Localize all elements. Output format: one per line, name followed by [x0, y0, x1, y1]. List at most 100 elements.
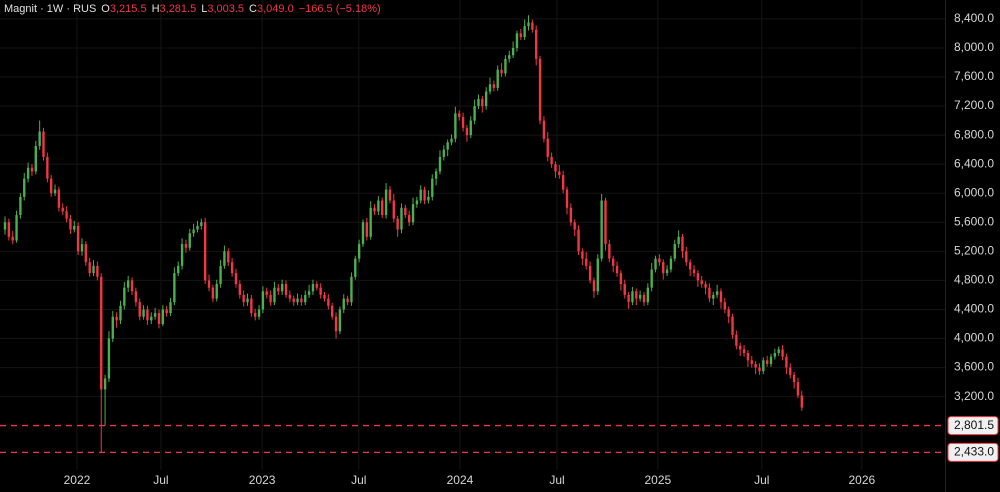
candle-body — [781, 349, 784, 357]
candle-body — [458, 113, 461, 117]
candle-body — [758, 367, 761, 372]
candle-body — [30, 167, 34, 172]
candle-body — [415, 200, 419, 205]
candle-body — [504, 58, 507, 74]
candle-body — [692, 269, 696, 274]
candle-body — [742, 349, 746, 354]
candle-body — [130, 280, 134, 292]
y-tick-label: 6,400.0 — [954, 156, 994, 170]
candle-body — [296, 298, 299, 303]
y-tick-label: 8,400.0 — [954, 11, 994, 25]
candle-body — [673, 244, 676, 259]
y-tick-label: 4,400.0 — [954, 302, 994, 316]
candle-body — [481, 98, 484, 107]
candle-body — [76, 225, 80, 252]
x-tick-label: Jul — [351, 473, 366, 487]
candle-body — [42, 131, 45, 157]
candle-body — [515, 33, 519, 48]
candle-body — [146, 309, 149, 321]
candle-body — [569, 207, 573, 223]
candle-body — [600, 200, 603, 259]
candle-body — [80, 244, 84, 252]
candle-body — [427, 196, 430, 201]
candle-body — [604, 200, 607, 245]
candle-body — [15, 215, 18, 241]
y-tick-label: 7,200.0 — [954, 98, 994, 112]
candle-body — [38, 131, 41, 147]
candle-body — [508, 55, 511, 59]
candle-body — [381, 200, 384, 216]
candle-body — [261, 291, 265, 310]
candle-body — [654, 258, 657, 270]
candle-body — [365, 222, 369, 237]
x-tick-label: Jul — [153, 473, 168, 487]
candle-body — [469, 120, 472, 136]
candle-body — [400, 207, 403, 230]
candle-body — [250, 298, 253, 314]
candle-body — [19, 196, 22, 216]
candle-body — [307, 291, 311, 295]
candle-body — [719, 291, 723, 303]
candle-body — [704, 284, 707, 288]
candle-body — [461, 116, 465, 128]
candle-body — [203, 222, 207, 281]
candle-body — [230, 262, 234, 274]
candle-body — [685, 251, 688, 263]
candle-body — [750, 360, 753, 364]
candle-body — [11, 236, 14, 241]
candle-body — [492, 84, 496, 88]
candle-body — [581, 251, 584, 259]
candle-body — [238, 284, 242, 295]
candle-body — [277, 287, 280, 292]
candle-body — [723, 302, 727, 310]
candle-body — [7, 222, 11, 237]
x-tick-label: 2025 — [644, 473, 671, 487]
candle-body — [219, 265, 222, 285]
x-tick-label: 2022 — [64, 473, 91, 487]
candle-body — [573, 222, 576, 230]
candle-body — [138, 302, 141, 317]
candle-body — [754, 363, 757, 368]
ohlc-value: 3,003.5 — [207, 3, 245, 15]
candle-body — [404, 207, 407, 216]
y-tick-label: 3,600.0 — [954, 360, 994, 374]
candle-body — [327, 298, 330, 306]
candle-body — [592, 280, 596, 292]
candle-body — [746, 353, 750, 361]
candle-body — [735, 334, 738, 346]
candle-body — [658, 258, 661, 263]
candle-body — [785, 356, 788, 368]
candle-body — [484, 91, 488, 107]
y-tick-label: 4,800.0 — [954, 273, 994, 287]
candle-body — [96, 265, 99, 277]
candle-body — [696, 273, 700, 281]
x-tick-label: 2026 — [849, 473, 876, 487]
y-tick-label: 6,000.0 — [954, 185, 994, 199]
candle-body — [681, 236, 684, 252]
candle-body — [3, 222, 7, 230]
candle-body — [800, 395, 803, 408]
level-label: 2,433.0 — [954, 445, 994, 459]
legend-header: Magnit · 1W · RUS O3,215.5 H3,281.5 L3,003… — [4, 3, 381, 15]
ohlc-field: L3,003.5 — [201, 3, 244, 15]
candle-body — [377, 200, 380, 212]
ohlc-field: C3,049.0 — [249, 3, 294, 15]
candle-body — [642, 294, 646, 303]
candle-body — [631, 291, 634, 303]
candle-body — [177, 265, 180, 274]
candle-body — [496, 69, 499, 88]
ohlc-key: O — [101, 3, 110, 15]
candle-body — [396, 218, 399, 230]
candle-body — [446, 142, 449, 150]
candle-body — [315, 284, 318, 288]
price-change: −166.5 (−5.18%) — [298, 3, 381, 15]
candle-body — [265, 291, 268, 295]
candle-body — [319, 287, 322, 295]
candle-body — [246, 298, 249, 303]
candle-body — [227, 251, 230, 263]
candle-body — [550, 156, 553, 165]
candle-body — [488, 84, 492, 92]
candle-body — [712, 294, 715, 299]
candle-body — [611, 258, 615, 266]
